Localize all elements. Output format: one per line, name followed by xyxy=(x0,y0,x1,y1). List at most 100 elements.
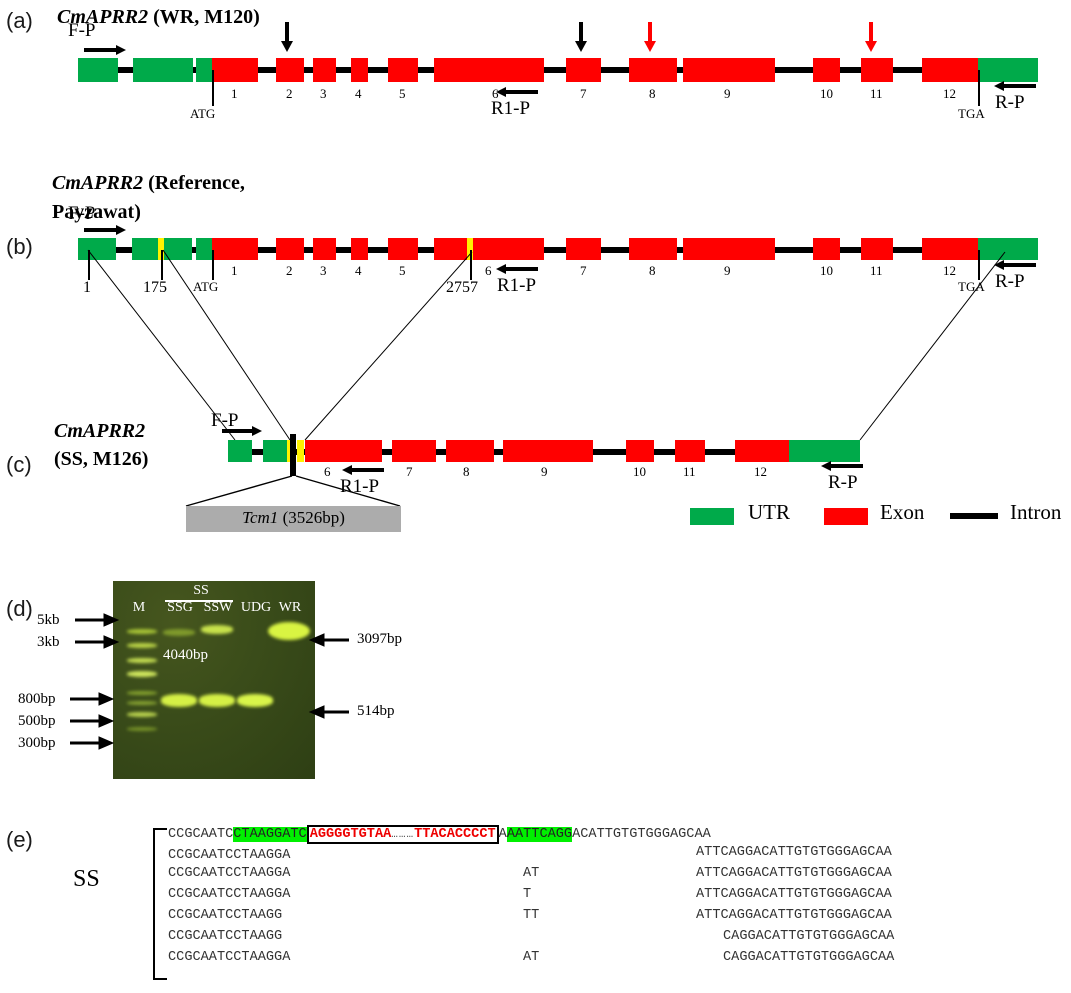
exon-b-5 xyxy=(388,238,418,260)
row2-right-seq: ATTCAGGACATTGTGTGGGAGCAA xyxy=(696,845,892,860)
legend-exon-swatch xyxy=(824,508,868,525)
alignment-row: CCGCAATCCTAAGGATC AGGGGTGTAA………TTACACCCCT… xyxy=(168,824,711,844)
exon-label-a-9: 9 xyxy=(724,86,731,101)
pos175-label-b: 175 xyxy=(143,279,167,296)
r1p-primer-label-b: R1-P xyxy=(497,275,537,296)
panel-c-tag: (c) xyxy=(6,452,32,477)
panel-a-title-gene: CmAPRR2 xyxy=(57,6,149,28)
ladder-band-8 xyxy=(127,727,157,731)
row1-green-right: AATTCAGG xyxy=(506,827,573,842)
gel-label-514bp: 514bp xyxy=(357,703,395,719)
panel-c-title-gene: CmAPRR2 xyxy=(54,420,146,442)
exon-label-b-4: 4 xyxy=(355,263,362,278)
panel-b-title-line2: Payzawat) xyxy=(52,201,141,223)
rp-primer-arrowhead-a xyxy=(994,81,1004,91)
row4-mid-seq: T xyxy=(523,887,532,902)
band-ssg-514 xyxy=(161,694,197,707)
band-ssw-high xyxy=(201,625,233,634)
utr-5p-a-1 xyxy=(78,58,118,82)
row1-tir-right: TTACACCCCT xyxy=(414,827,496,842)
panel-e-group-label: SS xyxy=(73,866,100,892)
forward-primer-arrowhead-c xyxy=(252,426,262,436)
yellow-marker-c-2 xyxy=(297,440,304,462)
exon-a-5 xyxy=(388,58,418,82)
gel-lane-SSG: SSG xyxy=(167,600,193,615)
exon-label-c-12: 12 xyxy=(754,464,767,479)
intron-backbone-b xyxy=(78,247,1038,253)
exon-b-8 xyxy=(629,238,677,260)
gel-group-underline xyxy=(165,600,233,602)
pos2757-tick-b xyxy=(470,250,472,280)
atg-label-b: ATG xyxy=(193,279,219,294)
gel-image: M SSG SSW UDG WR SS 4040bp xyxy=(113,581,315,779)
row5-left-seq: CCGCAATCCTAAGG xyxy=(168,908,283,923)
row1-after-box: A xyxy=(498,827,507,842)
utr-5p-a-2 xyxy=(133,58,193,82)
band-udg-514 xyxy=(237,694,273,707)
utr-5p-b-1 xyxy=(78,238,116,260)
exon-label-a-11: 11 xyxy=(870,86,883,101)
legend-utr-label: UTR xyxy=(748,500,790,524)
yellow-marker-b-175 xyxy=(158,238,164,260)
rp-primer-arrowhead-b xyxy=(994,260,1004,270)
row1-green-left: CTAAGGATC xyxy=(233,827,307,842)
ladder-label-3kb: 3kb xyxy=(37,634,60,650)
exon-label-b-3: 3 xyxy=(320,263,327,278)
tcm1-insert-label: Tcm1 (3526bp) xyxy=(186,508,401,528)
figure-legend: UTR Exon Intron xyxy=(680,500,1071,534)
exon-c-12 xyxy=(735,440,789,462)
exon-label-c-6: 6 xyxy=(324,464,331,479)
panel-c-title-line1: CmAPRR2 xyxy=(54,420,145,443)
exon-label-a-3: 3 xyxy=(320,86,327,101)
row6-right-seq: CAGGACATTGTGTGGGAGCAA xyxy=(723,929,895,944)
tcm1-insert-name: Tcm1 xyxy=(242,508,279,527)
legend-intron-swatch xyxy=(950,513,998,519)
panel-a-title-rest: (WR, M120) xyxy=(148,6,260,28)
row5-right-seq: ATTCAGGACATTGTGTGGGAGCAA xyxy=(696,908,892,923)
panel-c-gene-diagram: 6 7 8 9 10 11 12 F-P R1-P R-P xyxy=(0,410,1071,530)
ladder-band-2 xyxy=(127,643,157,648)
row1-right-seq: ACATTGTGTGGGAGCAA xyxy=(572,827,711,842)
ladder-band-4 xyxy=(127,671,157,677)
panel-a-title: CmAPRR2 (WR, M120) xyxy=(57,6,260,29)
exon-label-c-11: 11 xyxy=(683,464,696,479)
tga-tick-b xyxy=(978,250,980,280)
pos2757-label-b: 2757 xyxy=(446,279,478,296)
exon-b-4 xyxy=(351,238,368,260)
r1p-primer-arrowhead-b xyxy=(496,264,506,274)
row1-tir-dots: ……… xyxy=(391,829,415,841)
atg-label-a: ATG xyxy=(190,106,216,121)
rp-primer-label-c: R-P xyxy=(828,472,858,493)
exon-b-7 xyxy=(566,238,601,260)
exon-b-2 xyxy=(276,238,304,260)
panel-b-gene-diagram: 1 2 3 4 5 6 7 8 9 10 11 12 1 175 ATG 275… xyxy=(0,203,1071,305)
ladder-label-5kb: 5kb xyxy=(37,612,60,628)
exon-a-8 xyxy=(629,58,677,82)
exon-label-b-7: 7 xyxy=(580,263,587,278)
row1-left-seq: CCGCAATC xyxy=(168,827,234,842)
exon-b-9 xyxy=(683,238,775,260)
intron-backbone-a xyxy=(78,67,1038,73)
r1p-primer-arrow-a xyxy=(504,90,538,94)
exon-c-9 xyxy=(503,440,593,462)
row7-left-seq: CCGCAATCCTAAGGA xyxy=(168,950,291,965)
exon-label-a-5: 5 xyxy=(399,86,406,101)
exon-label-a-12: 12 xyxy=(943,86,956,101)
legend-utr-swatch xyxy=(690,508,734,525)
forward-primer-arrowhead-a xyxy=(116,45,126,55)
band-wr-3097 xyxy=(268,622,310,640)
exon-c-11 xyxy=(675,440,705,462)
exon-b-11 xyxy=(861,238,893,260)
pos175-tick-b xyxy=(161,250,163,280)
tga-label-a: TGA xyxy=(958,106,985,121)
gel-group-label-SS: SS xyxy=(193,583,209,598)
exon-label-a-10: 10 xyxy=(820,86,833,101)
r1p-primer-arrow-c xyxy=(350,468,384,472)
panel-a-tag: (a) xyxy=(6,8,33,33)
exon-a-6 xyxy=(434,58,544,82)
forward-primer-label-c: F-P xyxy=(211,410,239,431)
row3-mid-seq: AT xyxy=(523,866,540,881)
row4-left-seq: CCGCAATCCTAAGGA xyxy=(168,887,291,902)
exon-label-a-4: 4 xyxy=(355,86,362,101)
exon-a-7 xyxy=(566,58,601,82)
